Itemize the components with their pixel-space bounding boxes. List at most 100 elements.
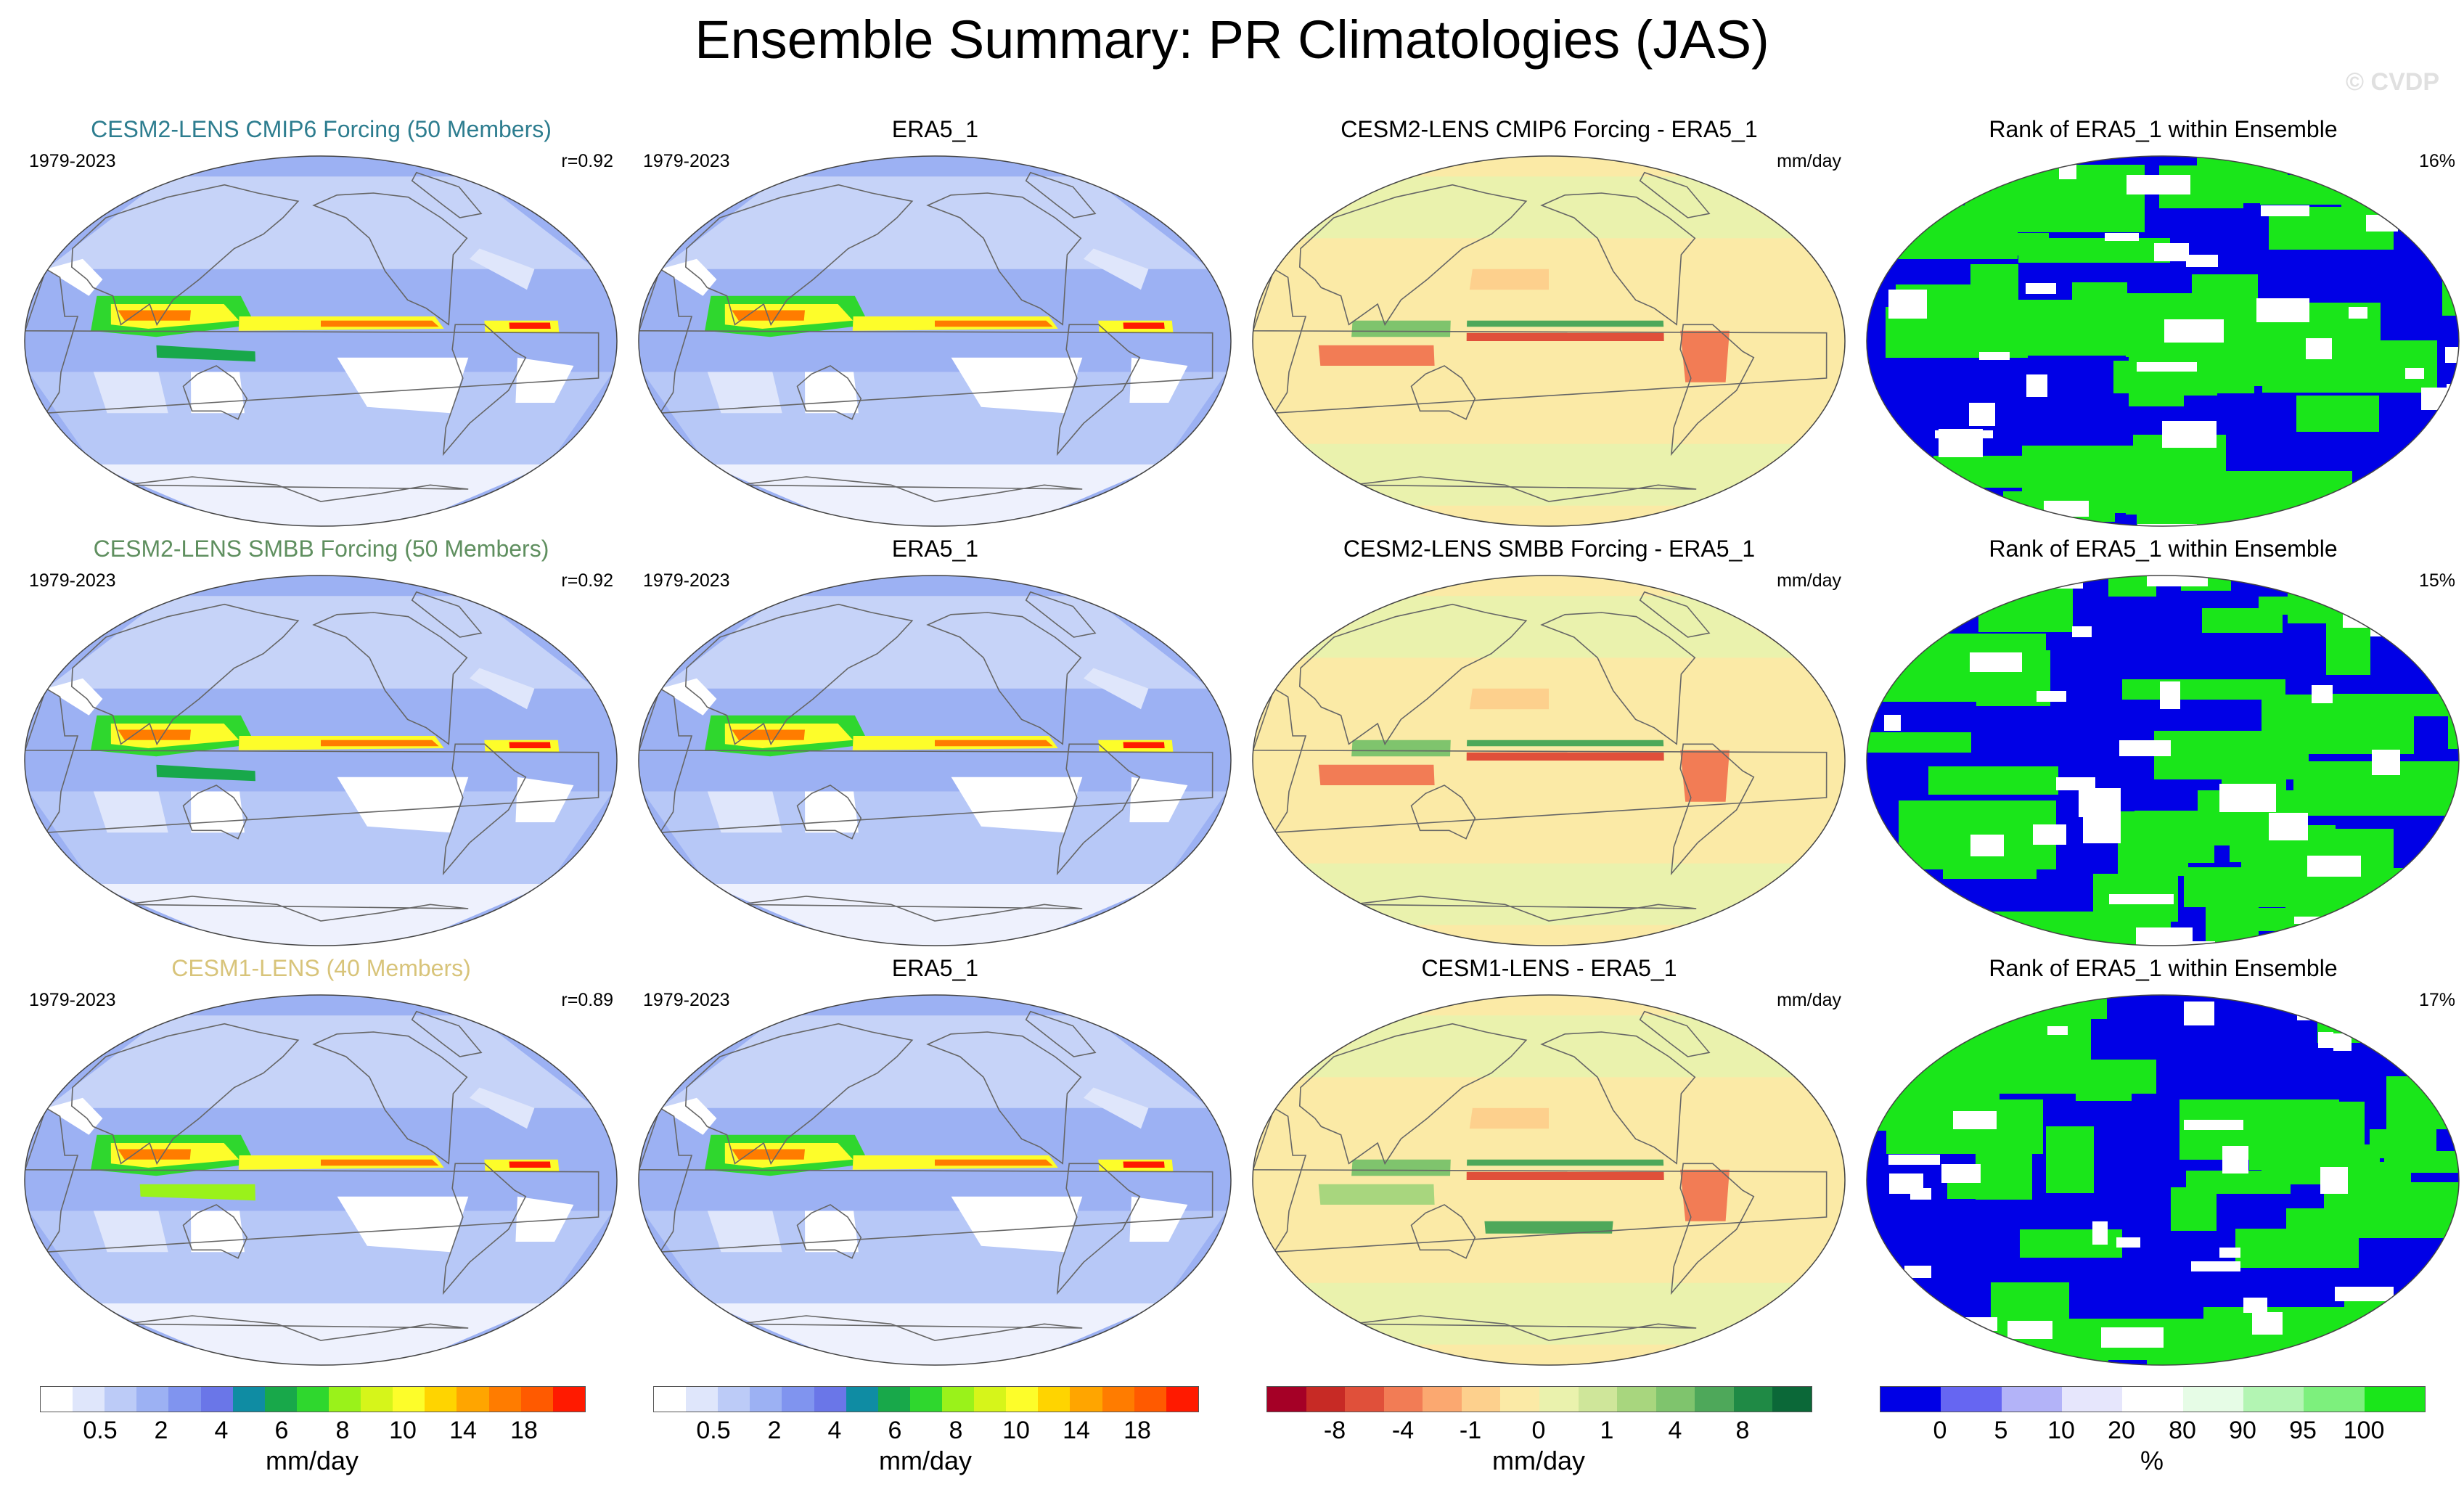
sahara-dry xyxy=(660,678,717,716)
map-border xyxy=(638,155,1232,527)
colorbar-swatch xyxy=(264,1387,297,1412)
colorbar-swatch xyxy=(974,1387,1007,1412)
colorbar-swatch xyxy=(941,1387,975,1412)
coastline-namer xyxy=(312,612,468,745)
rank-white-patch xyxy=(2160,681,2180,709)
spcz xyxy=(139,1184,255,1201)
map-content xyxy=(1253,995,1845,1365)
rank-green-patch xyxy=(1928,766,2058,795)
rank-green-patch xyxy=(2020,520,2064,526)
atlantic-sub xyxy=(470,1087,535,1129)
colorbar-tick-label: -1 xyxy=(1459,1417,1482,1444)
se-pacific-dry xyxy=(337,357,469,414)
rank-white-patch xyxy=(2261,205,2309,216)
colorbar-swatch xyxy=(1772,1387,1812,1412)
diff-map xyxy=(1252,575,1846,946)
npac-anom xyxy=(1469,269,1549,290)
antarctic-band xyxy=(93,1303,549,1365)
colorbar-tick-label: 14 xyxy=(1063,1417,1090,1444)
atlantic-itcz-core xyxy=(509,322,551,329)
samer-anom xyxy=(1680,750,1730,802)
units-label: mm/day xyxy=(1777,570,1841,591)
coastline-namer xyxy=(1540,1031,1696,1165)
coastline-aus xyxy=(182,1204,248,1259)
colorbar-swatch xyxy=(41,1387,73,1412)
colorbar-tick-label: 5 xyxy=(1994,1417,2008,1444)
colorbar-tick-label: 4 xyxy=(214,1417,229,1444)
map-content xyxy=(1867,576,2459,946)
rank-white-patch xyxy=(2219,1248,2240,1258)
rank-white-patch xyxy=(2007,1321,2052,1339)
indian-anom xyxy=(1318,345,1435,366)
rank-green-patch xyxy=(1904,491,1960,512)
coastline-aus xyxy=(182,365,248,420)
coastline-antarc xyxy=(737,1315,1083,1341)
colorbar-tick-label: 0.5 xyxy=(696,1417,731,1444)
coastline-aus xyxy=(1410,1204,1476,1259)
rank-white-patch xyxy=(2137,362,2197,372)
rank-green-patch xyxy=(2295,1342,2455,1365)
rank-white-patch xyxy=(2164,319,2224,343)
rank-green-patch xyxy=(2046,1126,2094,1193)
coastline-namer xyxy=(312,1031,468,1165)
se-pacific-dry xyxy=(951,1196,1083,1253)
coastline-green xyxy=(411,1010,483,1057)
colorbar-swatch xyxy=(1941,1387,2002,1412)
coastline-africa xyxy=(1253,687,1827,834)
correlation-label: r=0.92 xyxy=(561,151,613,171)
units-label: mm/day xyxy=(1777,151,1841,171)
asia-monsoon-max xyxy=(118,1149,191,1160)
indian-dry xyxy=(707,1211,782,1253)
colorbar-swatch xyxy=(1383,1387,1423,1412)
spcz-anom xyxy=(1484,1221,1613,1234)
rank-white-patch xyxy=(2306,338,2332,359)
north-pale xyxy=(1298,1015,1800,1078)
colorbar-swatch xyxy=(73,1387,105,1412)
northern-band xyxy=(660,176,1210,269)
colorbar-tick-label: 2 xyxy=(767,1417,782,1444)
coastline-africa xyxy=(639,1107,1213,1253)
rank-green-patch xyxy=(2425,483,2459,526)
rank-green-patch xyxy=(2384,1151,2459,1173)
colorbar-swatch xyxy=(1345,1387,1384,1412)
se-atlantic-dry xyxy=(1129,777,1188,822)
asia-monsoon-max xyxy=(732,729,805,740)
indian-dry xyxy=(93,1211,168,1253)
indian-anom xyxy=(1318,764,1435,785)
correlation-label: r=0.89 xyxy=(561,990,613,1010)
panel-r2-model: CESM2-LENS SMBB Forcing (50 Members) 1979… xyxy=(15,536,628,957)
rank-green-patch xyxy=(2239,179,2341,203)
period-label: 1979-2023 xyxy=(643,990,730,1010)
rank-white-patch xyxy=(2119,740,2171,756)
rank-map xyxy=(1866,155,2460,527)
panel-title: ERA5_1 xyxy=(891,536,979,562)
rank-white-patch xyxy=(2405,368,2424,379)
se-atlantic-dry xyxy=(515,357,574,403)
atlantic-sub xyxy=(470,668,535,710)
indian-dry xyxy=(707,791,782,833)
coastline-africa xyxy=(25,268,599,414)
coastline-antarc xyxy=(737,476,1083,502)
coastline-samer xyxy=(1056,1163,1141,1295)
coastline-aus xyxy=(1410,365,1476,420)
colorbar-swatch xyxy=(1880,1387,1941,1412)
colorbar-tick-label: 18 xyxy=(1123,1417,1151,1444)
indian-dry xyxy=(93,372,168,414)
southern-band xyxy=(28,372,613,464)
colorbar-swatch xyxy=(488,1387,521,1412)
colorbar-swatch xyxy=(909,1387,942,1412)
coastline-eurasia xyxy=(1298,603,1528,746)
coastline-aus xyxy=(796,1204,862,1259)
coastline-namer xyxy=(312,192,468,326)
rank-green-patch xyxy=(2448,681,2459,749)
rank-green-patch xyxy=(2250,1330,2370,1365)
southern-band xyxy=(642,372,1227,464)
itcz-core xyxy=(321,1159,439,1166)
rank-white-patch xyxy=(2116,1237,2140,1248)
coastline-samer xyxy=(1056,743,1141,876)
indian-anom xyxy=(1318,1184,1435,1205)
colorbar-swatch xyxy=(2122,1387,2183,1412)
rank-green-patch xyxy=(2262,340,2437,393)
rank-white-patch xyxy=(2105,233,2139,241)
colorbar-swatch xyxy=(1500,1387,1539,1412)
